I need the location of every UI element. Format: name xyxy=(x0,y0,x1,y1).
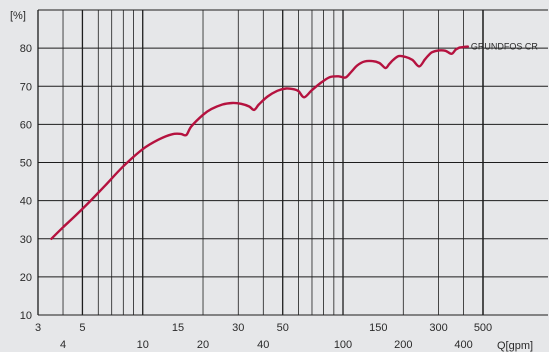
y-tick-label: 70 xyxy=(20,81,32,93)
x-tick-label: 40 xyxy=(257,339,269,351)
x-tick-label: 20 xyxy=(197,339,209,351)
x-tick-label: 100 xyxy=(334,339,352,351)
y-tick-label: 60 xyxy=(20,119,32,131)
x-tick-label: 4 xyxy=(60,339,66,351)
x-tick-label: 150 xyxy=(369,322,387,334)
x-tick-label: 200 xyxy=(394,339,412,351)
series-layer: GRUNDFOS CR xyxy=(50,42,538,240)
y-tick-label: 50 xyxy=(20,158,32,170)
y-tick-label: 30 xyxy=(20,234,32,246)
x-tick-label: 30 xyxy=(232,322,244,334)
x-axis-label: Q[gpm] xyxy=(497,340,533,352)
x-tick-label: 50 xyxy=(277,322,289,334)
x-tick-label: 3 xyxy=(35,322,41,334)
grid xyxy=(37,9,548,316)
y-tick-label: 10 xyxy=(20,310,32,322)
x-tick-label: 10 xyxy=(137,339,149,351)
x-tick-label: 500 xyxy=(474,322,492,334)
series-label: GRUNDFOS CR xyxy=(471,42,538,52)
x-tick-label: 400 xyxy=(454,339,472,351)
x-tick-label: 5 xyxy=(79,322,85,334)
y-axis-label: [%] xyxy=(10,10,26,22)
tick-labels: 10 20 30 40 50 60 70 80 3 4 5 10 15 20 30 40 50 100 150 200… xyxy=(20,43,492,351)
series-line xyxy=(50,45,469,240)
axis-labels: [%] Q[gpm] xyxy=(10,10,533,352)
y-tick-label: 20 xyxy=(20,272,32,284)
x-tick-label: 15 xyxy=(172,322,184,334)
y-tick-label: 40 xyxy=(20,196,32,208)
y-tick-label: 80 xyxy=(20,43,32,55)
x-tick-label: 300 xyxy=(429,322,447,334)
